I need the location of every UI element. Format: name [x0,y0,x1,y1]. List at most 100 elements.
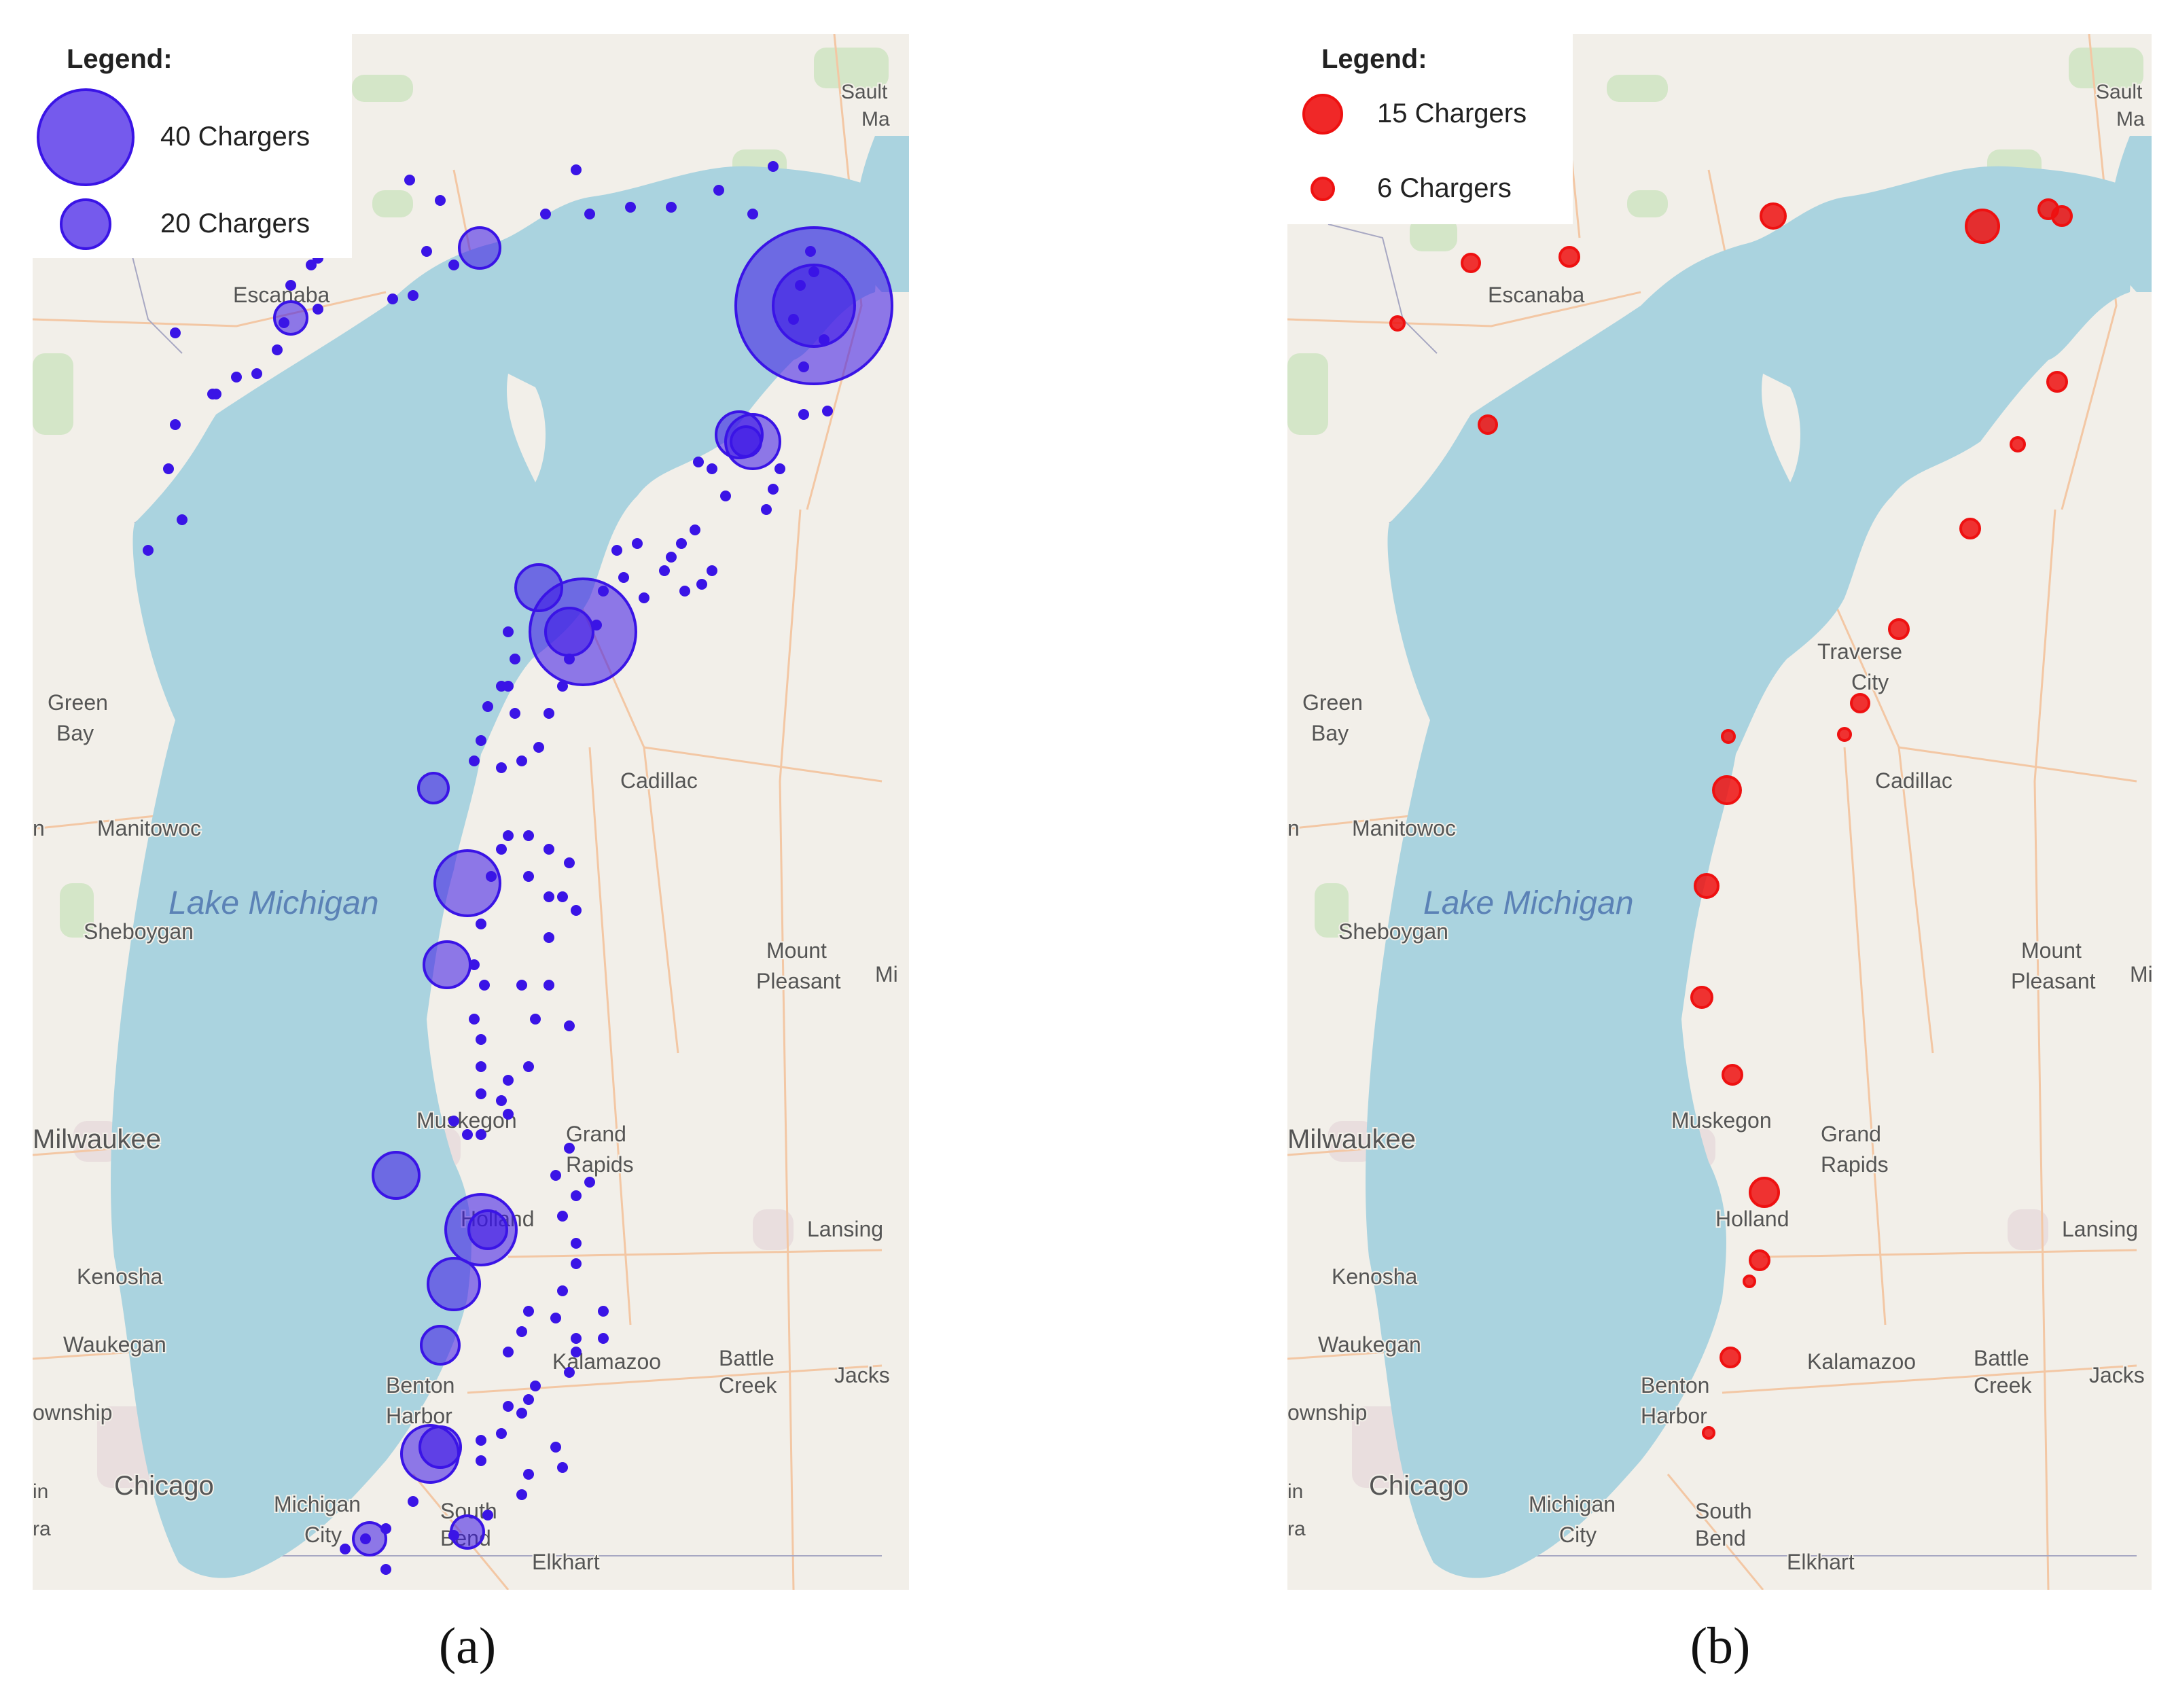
road [1287,1147,1376,1156]
label-michigan-city: City [1559,1523,1597,1547]
legend-marker-40-chargers [37,88,135,186]
charger-marker [1478,414,1498,435]
charger-marker [458,226,501,270]
charger-marker [544,607,594,657]
label-ma: Ma [2116,108,2145,130]
charger-marker [469,1014,480,1025]
urban-area [2008,1209,2048,1250]
urban-area [753,1209,794,1250]
label-sheboygan: Sheboygan [84,919,194,944]
legend-label: 15 Chargers [1377,99,1527,128]
charger-marker [503,1109,514,1120]
charger-marker [530,1381,541,1391]
label-township: ownship [33,1400,112,1425]
charger-marker [523,871,534,882]
charger-marker [404,175,415,185]
label-mount-pleasant: Mount [766,938,827,963]
charger-marker [503,830,514,841]
road [33,291,387,327]
label-grand-rapids: Grand [566,1122,626,1146]
label-elkhart: Elkhart [532,1550,600,1574]
road [588,747,632,1326]
charger-marker [1694,873,1719,899]
charger-marker [372,1151,421,1200]
charger-marker [1888,618,1910,640]
charger-marker [211,389,221,399]
charger-marker [427,1257,481,1311]
charger-marker [557,1211,568,1222]
charger-marker [690,524,700,535]
forest-area [1287,353,1328,435]
label-jackson: Jacks [2089,1363,2145,1387]
label-south-bend: South [1695,1499,1752,1523]
charger-marker [1760,202,1787,230]
forest-area [1627,190,1668,217]
charger-marker [666,202,677,213]
charger-marker [503,681,514,692]
label-sheboygan: Sheboygan [1338,919,1448,944]
charger-marker [516,1326,527,1337]
charger-marker [571,1258,582,1269]
charger-marker [516,980,527,991]
charger-marker [598,1333,609,1344]
charger-marker [496,1428,507,1439]
charger-marker [544,980,554,991]
charger-marker [450,1514,485,1550]
label-manitowoc: Manitowoc [1352,816,1456,840]
label-waukegan: Waukegan [63,1332,166,1357]
road [507,1249,883,1258]
charger-marker [693,457,704,467]
charger-marker [340,1544,351,1554]
peninsula [1396,326,1532,428]
charger-marker [469,959,480,970]
charger-marker [523,1306,534,1317]
legend-label: 40 Chargers [160,122,310,152]
forest-area [1410,217,1457,251]
charger-marker [713,185,724,196]
legend-title: Legend: [1321,44,1427,74]
charger-marker [516,755,527,766]
charger-marker [598,1306,609,1317]
charger-marker [571,1238,582,1249]
charger-marker [2010,436,2026,452]
road [33,1351,135,1360]
charger-marker [533,742,544,753]
charger-marker [544,708,554,719]
charger-marker [564,857,575,868]
charger-marker [564,1143,575,1154]
charger-marker [482,701,493,712]
caption-b: (b) [1690,1618,1751,1675]
legend-marker-20-chargers [60,198,111,250]
label-benton-harbor: Harbor [1641,1404,1707,1428]
forest-area [814,48,889,88]
charger-marker [523,1061,534,1072]
label-township: ownship [1287,1400,1367,1425]
charger-marker [272,344,283,355]
label-battle-creek: Battle [719,1346,774,1370]
road [2061,34,2118,510]
label-mount-pleasant: Pleasant [2011,969,2096,993]
charger-marker [571,1333,582,1344]
charger-marker [435,195,446,206]
charger-marker [476,735,486,746]
charger-marker [476,1088,486,1099]
charger-marker [448,260,459,270]
charger-marker [510,654,520,664]
charger-marker [251,368,262,379]
charger-marker [1743,1275,1756,1288]
label-cadillac: Cadillac [620,768,698,793]
label-holland: Holland [1715,1207,1789,1231]
label-kenosha: Kenosha [1332,1264,1418,1289]
charger-marker [1965,209,2000,244]
label-battle-creek: Battle [1974,1346,2029,1370]
charger-marker [420,1325,461,1366]
charger-marker [584,1177,595,1188]
forest-area [372,190,413,217]
road [1762,1249,2137,1258]
charger-marker [571,164,582,175]
charger-marker [523,1469,534,1480]
label-milwaukee: Milwaukee [1287,1124,1416,1154]
road [1287,814,1417,830]
road [1287,1351,1390,1360]
label-edge: ra [33,1518,51,1540]
